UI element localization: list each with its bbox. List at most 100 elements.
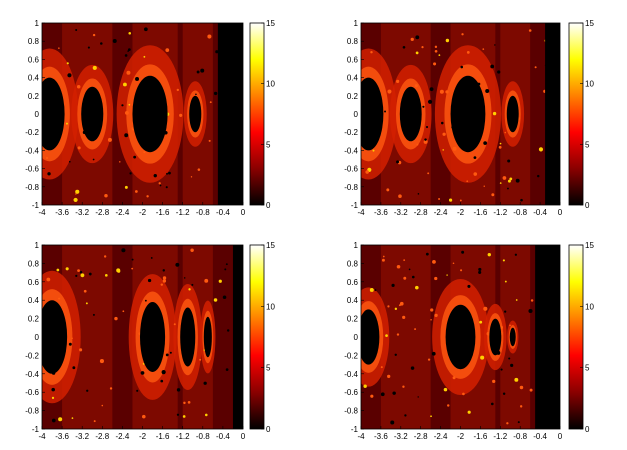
heatmap-speckle xyxy=(173,323,176,326)
heatmap-image xyxy=(361,23,560,205)
heatmap-speckle xyxy=(492,111,497,116)
heatmap-speckle xyxy=(528,29,532,32)
x-tick-label: -3.2 xyxy=(394,208,408,217)
x-tick-label: -3.2 xyxy=(75,208,89,217)
x-tick-label: -3.6 xyxy=(374,432,388,441)
heatmap-speckle xyxy=(199,358,202,361)
heatmap-speckle xyxy=(51,387,55,392)
heatmap-speckle xyxy=(165,48,170,52)
x-tick-label: -3.2 xyxy=(75,432,89,441)
x-tick-label: -3.2 xyxy=(394,432,408,441)
heatmap-speckle xyxy=(182,415,186,418)
heatmap-black-region xyxy=(445,304,476,370)
heatmap-speckle xyxy=(483,185,485,187)
heatmap-speckle xyxy=(494,44,496,46)
heatmap-speckle xyxy=(222,295,227,300)
y-tick-label: -0.6 xyxy=(344,388,358,397)
y-tick-label: -1 xyxy=(351,201,359,210)
heatmap-speckle xyxy=(143,151,146,154)
heatmap-speckle xyxy=(510,363,514,367)
heatmap-speckle xyxy=(47,172,51,176)
heatmap-speckle xyxy=(72,366,76,370)
heatmap-speckle xyxy=(176,413,180,416)
heatmap-speckle xyxy=(438,197,441,200)
heatmap-speckle xyxy=(478,267,482,271)
heatmap-speckle xyxy=(200,68,205,73)
heatmap-speckle xyxy=(168,171,171,175)
heatmap-speckle xyxy=(197,168,201,171)
heatmap-speckle xyxy=(384,110,387,113)
heatmap-speckle xyxy=(225,368,229,371)
colorbar xyxy=(568,22,584,206)
heatmap-speckle xyxy=(146,195,149,198)
heatmap-speckle xyxy=(190,176,193,178)
y-tick-label: 0 xyxy=(35,333,40,342)
heatmap-black-region xyxy=(42,300,68,374)
heatmap-speckle xyxy=(176,388,181,392)
heatmap-speckle xyxy=(434,313,438,318)
heatmap-speckle xyxy=(425,252,429,256)
heatmap-speckle xyxy=(415,35,420,40)
heatmap-speckle xyxy=(507,187,509,190)
heatmap-speckle xyxy=(534,66,537,69)
heatmap-speckle xyxy=(414,84,418,88)
heatmap-speckle xyxy=(119,161,121,163)
heatmap-speckle xyxy=(408,268,411,271)
heatmap-speckle xyxy=(432,259,436,264)
x-tick-label: -1.2 xyxy=(176,432,190,441)
y-tick-label: 0.2 xyxy=(347,315,359,324)
heatmap-speckle xyxy=(103,255,107,258)
colorbar-tick-label: 5 xyxy=(266,140,271,149)
heatmap-speckle xyxy=(398,304,401,307)
heatmap-speckle xyxy=(161,370,166,375)
x-tick-label: -1.2 xyxy=(493,432,507,441)
heatmap-speckle xyxy=(80,273,85,278)
heatmap-speckle xyxy=(369,288,374,292)
heatmap-speckle xyxy=(507,179,511,183)
x-tick-label: -1.2 xyxy=(176,208,190,217)
x-tick-label: -2.4 xyxy=(434,208,448,217)
x-tick-label: -0.8 xyxy=(513,208,527,217)
heatmap-speckle xyxy=(479,320,483,324)
heatmap-speckle xyxy=(427,358,431,361)
heatmap-speckle xyxy=(498,145,502,149)
heatmap-speckle xyxy=(430,415,432,418)
x-tick-label: -1.6 xyxy=(156,208,170,217)
heatmap-image xyxy=(361,245,560,429)
heatmap-speckle xyxy=(58,297,61,300)
heatmap-speckle xyxy=(415,285,419,290)
colorbar-tick-label: 15 xyxy=(266,241,275,250)
heatmap-speckle xyxy=(66,122,68,125)
x-tick-label: -1.2 xyxy=(493,208,507,217)
y-tick-label: -0.4 xyxy=(344,146,358,155)
heatmap-black-region xyxy=(361,77,384,151)
heatmap-black-region xyxy=(189,95,202,133)
heatmap-speckle xyxy=(142,414,146,419)
heatmap-speckle xyxy=(396,264,401,269)
heatmap-speckle xyxy=(434,49,438,53)
heatmap-speckle xyxy=(517,421,520,424)
heatmap-speckle xyxy=(75,193,77,195)
heatmap-speckle xyxy=(497,70,501,74)
y-tick-label: 0.8 xyxy=(347,259,359,268)
heatmap-speckle xyxy=(159,184,162,187)
heatmap-speckle xyxy=(452,146,457,151)
heatmap-speckle xyxy=(461,250,465,254)
heatmap-speckle xyxy=(504,280,507,283)
heatmap-speckle xyxy=(121,248,126,253)
heatmap-speckle xyxy=(104,193,108,198)
heatmap-speckle xyxy=(179,113,183,117)
heatmap-speckle xyxy=(363,384,367,388)
subplot-1: -4 -3.6 -3.2 -2.8 -2.4 -2 -1.6 -1.2 -0.8 -0.4 0 -1 -… xyxy=(25,19,275,217)
heatmap-speckle xyxy=(85,302,88,305)
heatmap-speckle xyxy=(402,315,406,319)
y-tick-label: -0.6 xyxy=(25,165,39,174)
colorbar-tick-label: 10 xyxy=(266,80,275,89)
heatmap-image xyxy=(42,245,243,429)
heatmap-speckle xyxy=(461,33,464,36)
heatmap-speckle xyxy=(445,38,450,43)
colorbar-tick-label: 0 xyxy=(266,201,271,210)
x-tick-label: -0.8 xyxy=(196,432,210,441)
heatmap-speckle xyxy=(448,198,453,202)
